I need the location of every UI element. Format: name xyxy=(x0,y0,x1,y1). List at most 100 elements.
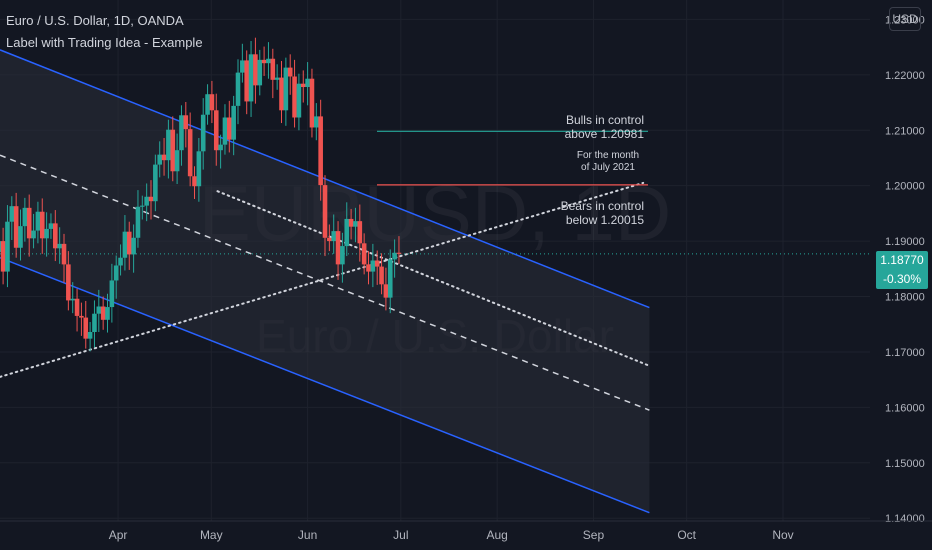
bulls-annotation-line: Bulls in control xyxy=(566,113,644,127)
candle-body xyxy=(113,265,119,281)
bulls-annotation-line: above 1.20981 xyxy=(565,127,645,141)
candle-body xyxy=(44,228,49,239)
y-tick-label: 1.21000 xyxy=(885,125,925,137)
candle-body xyxy=(13,206,19,248)
candle-body xyxy=(192,176,197,187)
candle-body xyxy=(296,83,302,118)
candle-body xyxy=(348,218,354,227)
candle-body xyxy=(318,116,323,186)
candle-body xyxy=(227,117,232,140)
candle-body xyxy=(22,207,28,227)
candle-body xyxy=(266,58,271,64)
candle-body xyxy=(279,77,284,111)
x-axis: Apr May Jun Jul Aug Sep Oct Nov xyxy=(0,520,932,542)
candle-body xyxy=(240,60,245,73)
candle-body xyxy=(109,280,115,308)
candle-body xyxy=(39,211,45,239)
candle-body xyxy=(35,211,41,231)
y-tick-label: 1.20000 xyxy=(885,181,925,193)
y-axis: 1.14000 1.15000 1.16000 1.17000 1.18000 1.190… xyxy=(885,14,925,525)
y-tick-label: 1.16000 xyxy=(885,402,925,414)
candle-body xyxy=(118,257,123,266)
candle-body xyxy=(31,230,36,239)
x-tick-label: Jul xyxy=(393,528,408,542)
candle-body xyxy=(205,94,210,115)
candle-body xyxy=(392,252,397,260)
candle-body xyxy=(274,77,280,80)
candle-body xyxy=(213,110,219,151)
y-tick-label: 1.23000 xyxy=(885,14,925,26)
candle-body xyxy=(327,237,332,242)
candle-body xyxy=(305,78,310,88)
month-annotation-line: For the month xyxy=(577,150,639,161)
month-annotation-line: of July 2021 xyxy=(581,162,635,173)
candle-body xyxy=(222,117,228,145)
candles xyxy=(0,37,402,352)
candle-body xyxy=(140,205,145,207)
candle-body xyxy=(100,306,106,320)
candle-body xyxy=(235,72,241,106)
y-tick-label: 1.17000 xyxy=(885,347,925,359)
candle-body xyxy=(292,76,297,118)
candle-body xyxy=(248,54,254,102)
channel-lower-line xyxy=(0,257,650,514)
candle-body xyxy=(5,221,10,272)
candle-body xyxy=(196,151,202,187)
x-tick-label: Aug xyxy=(486,528,507,542)
candle-body xyxy=(396,252,402,254)
candle-body xyxy=(374,260,380,267)
candle-body xyxy=(287,67,293,77)
y-tick-label: 1.22000 xyxy=(885,70,925,82)
bears-annotation: Bears in control below 1.20015 xyxy=(561,199,645,227)
candle-body xyxy=(53,223,58,249)
candle-body xyxy=(61,243,67,265)
candle-body xyxy=(283,67,289,111)
candle-body xyxy=(87,331,93,339)
candle-body xyxy=(26,207,32,239)
month-annotation: For the month of July 2021 xyxy=(577,150,639,173)
candle-body xyxy=(83,317,89,339)
bulls-annotation: Bulls in control above 1.20981 xyxy=(565,113,645,141)
candle-body xyxy=(344,218,350,247)
candle-body xyxy=(253,54,258,86)
candle-body xyxy=(366,264,371,272)
candle-body xyxy=(0,241,2,253)
candle-body xyxy=(209,94,215,111)
candle-body xyxy=(300,83,306,88)
candle-body xyxy=(57,243,62,249)
x-tick-label: Nov xyxy=(772,528,793,542)
last-price-value: 1.18770 xyxy=(880,253,924,267)
candle-body xyxy=(187,129,193,177)
candle-body xyxy=(257,59,263,86)
x-tick-label: Apr xyxy=(109,528,128,542)
y-tick-label: 1.15000 xyxy=(885,458,925,470)
candle-body xyxy=(335,231,341,265)
candle-body xyxy=(179,115,184,151)
candle-body xyxy=(74,298,80,316)
candle-body xyxy=(361,243,367,265)
x-tick-label: Oct xyxy=(677,528,696,542)
candle-body xyxy=(353,221,358,227)
channel-fill xyxy=(0,49,650,513)
y-tick-label: 1.19000 xyxy=(885,236,925,248)
candle-body xyxy=(174,150,180,172)
y-tick-label: 1.14000 xyxy=(885,513,925,525)
currency-button[interactable]: USD xyxy=(889,7,921,31)
candle-body xyxy=(70,298,76,301)
candle-body xyxy=(9,206,15,222)
candle-body xyxy=(314,116,319,128)
idea-label: Label with Trading Idea - Example xyxy=(6,35,203,50)
candle-body xyxy=(131,237,136,255)
candle-body xyxy=(166,129,171,161)
candle-body xyxy=(170,129,176,172)
candle-body xyxy=(200,114,206,152)
candle-body xyxy=(161,154,167,161)
candle-body xyxy=(157,154,163,165)
candle-body xyxy=(218,144,223,151)
candle-body xyxy=(331,231,337,242)
candle-body xyxy=(183,115,189,130)
candle-body xyxy=(66,264,71,301)
candle-body xyxy=(357,221,363,244)
